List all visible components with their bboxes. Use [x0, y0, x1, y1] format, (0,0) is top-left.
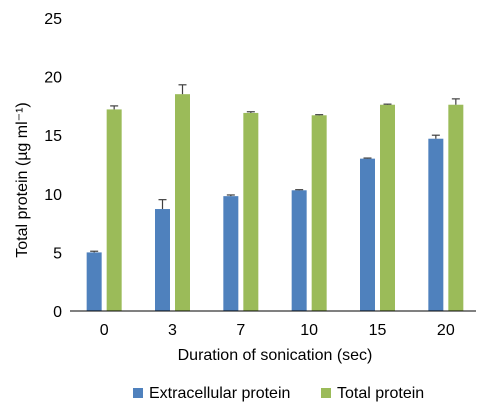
y-tick-label: 10 [44, 187, 62, 204]
bars-layer [86, 94, 464, 312]
x-tick-label: 15 [369, 322, 387, 339]
bar-total [175, 94, 190, 312]
bar-extracellular [223, 196, 239, 311]
error-bar [158, 199, 167, 210]
error-bars-layer [90, 84, 460, 253]
error-bar [295, 189, 304, 191]
legend-swatch [133, 388, 143, 398]
bar-extracellular [155, 209, 170, 311]
bar-extracellular [360, 158, 375, 311]
y-tick-label: 5 [53, 245, 62, 262]
y-tick-label: 15 [44, 128, 62, 145]
y-axis-title: Total protein (µg ml⁻¹) [14, 102, 31, 257]
bar-total [448, 104, 464, 311]
error-bar [363, 157, 372, 159]
error-bar [178, 84, 187, 95]
x-tick-label: 7 [236, 322, 245, 339]
bar-total [380, 104, 395, 311]
y-tick-labels: 0 5 10 15 20 25 [44, 11, 62, 321]
x-tick-label: 0 [100, 322, 109, 339]
error-bar [383, 103, 392, 105]
bar-extracellular [428, 138, 444, 311]
legend: Extracellular protein Total protein [133, 385, 424, 402]
x-tick-labels: 0 3 7 10 15 20 [100, 322, 455, 339]
error-bar [315, 114, 324, 116]
y-tick-label: 0 [53, 304, 62, 321]
legend-label: Total protein [337, 385, 424, 402]
x-axis-title: Duration of sonication (sec) [178, 347, 373, 364]
error-bar [451, 98, 460, 105]
error-bar [226, 194, 235, 197]
legend-swatch [321, 388, 331, 398]
error-bar [90, 250, 99, 253]
y-tick-label: 25 [44, 11, 62, 28]
error-bar [246, 111, 255, 113]
error-bar [431, 134, 440, 139]
bar-total [243, 112, 259, 311]
x-tick-label: 20 [437, 322, 455, 339]
x-tick-label: 3 [168, 322, 177, 339]
legend-label: Extracellular protein [149, 385, 290, 402]
bar-extracellular [291, 190, 307, 311]
y-tick-label: 20 [44, 70, 62, 87]
error-bar [110, 105, 119, 110]
bar-total [106, 109, 122, 311]
bar-extracellular [86, 252, 102, 311]
bar-total [311, 115, 327, 311]
x-tick-label: 10 [300, 322, 318, 339]
